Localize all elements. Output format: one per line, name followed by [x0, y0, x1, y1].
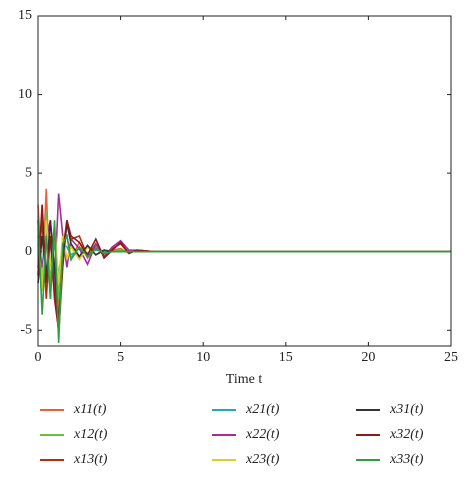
- series-line: [37, 212, 451, 299]
- x-axis-label: Time t: [226, 372, 263, 387]
- x-tick-label: 20: [361, 350, 375, 365]
- x-tick-label: 0: [35, 350, 42, 365]
- series-line: [37, 220, 451, 292]
- series-line: [37, 220, 451, 334]
- legend-label: x33(t): [389, 452, 424, 467]
- legend-label: x11(t): [73, 402, 107, 417]
- series-line: [37, 204, 451, 331]
- x-tick-label: 10: [196, 350, 210, 365]
- x-tick-label: 25: [444, 350, 458, 365]
- y-tick-label: 0: [25, 244, 32, 259]
- legend-label: x13(t): [73, 452, 108, 467]
- y-tick-label: -5: [20, 323, 32, 338]
- legend-label: x22(t): [245, 427, 280, 442]
- y-tick-label: 10: [18, 87, 32, 102]
- y-tick-label: 15: [18, 8, 32, 23]
- x-tick-label: 5: [117, 350, 124, 365]
- legend-label: x12(t): [73, 427, 108, 442]
- legend-label: x21(t): [245, 402, 280, 417]
- legend-label: x31(t): [389, 402, 424, 417]
- legend-label: x23(t): [245, 452, 280, 467]
- x-tick-label: 15: [279, 350, 293, 365]
- legend-label: x32(t): [389, 427, 424, 442]
- plot-frame: [37, 15, 452, 347]
- series-line: [37, 220, 451, 343]
- series-line: [37, 220, 451, 323]
- y-tick-label: 5: [25, 165, 32, 180]
- series-line: [37, 193, 451, 284]
